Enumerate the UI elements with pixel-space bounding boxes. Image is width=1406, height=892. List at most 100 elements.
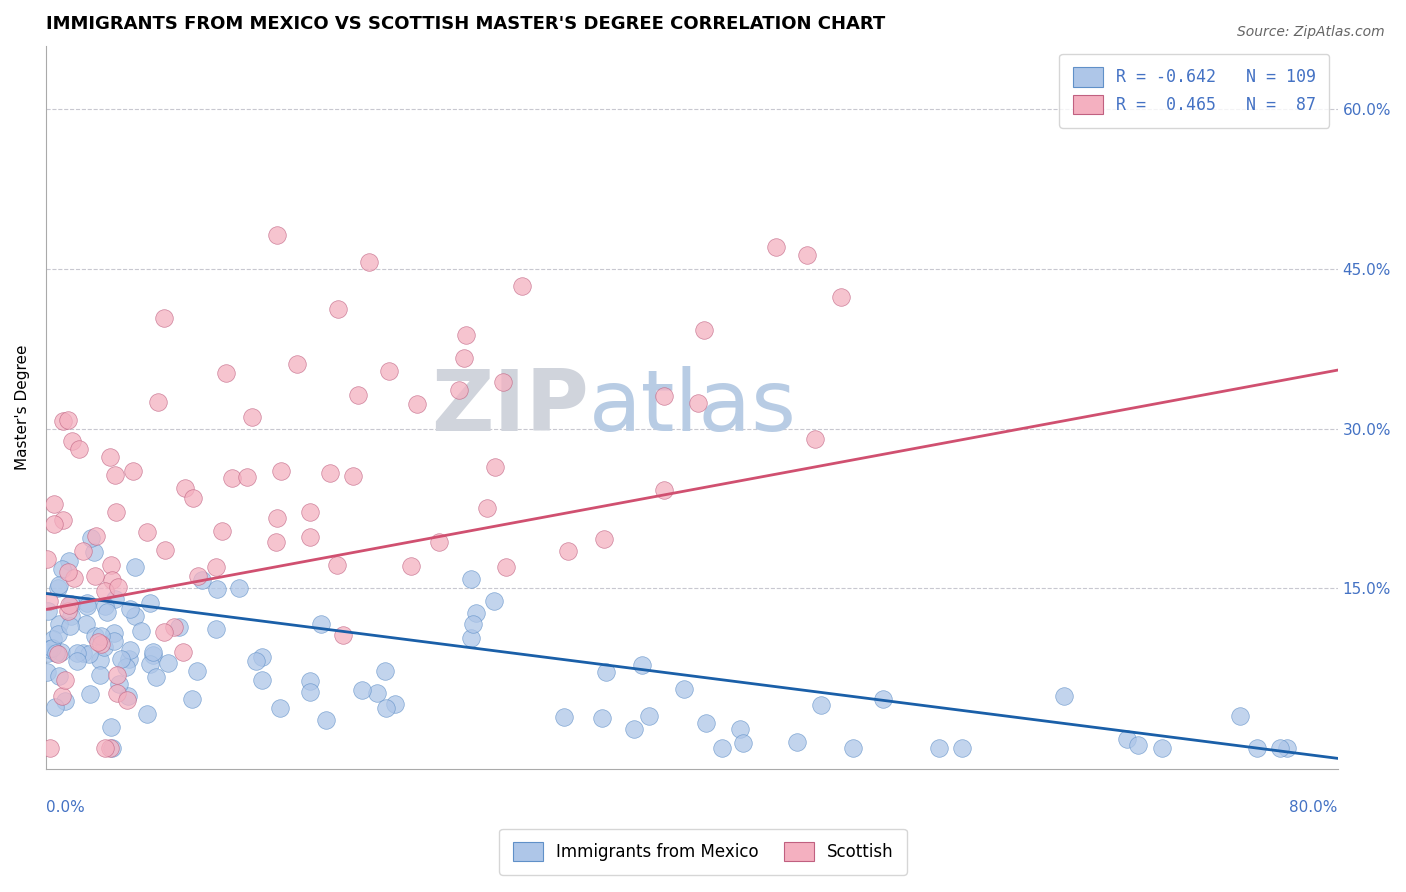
Point [830,290,852,304]
Point [65,647,87,661]
Point [103,633,125,648]
Point [299,684,322,698]
Point [59,619,82,633]
Point [491,375,513,389]
Point [142,648,165,663]
Point [145,670,167,684]
Point [44,699,66,714]
Point [84,569,107,583]
Point [44,516,66,531]
Point [107,580,129,594]
Point [357,255,380,269]
Point [1268,740,1291,755]
Point [93,599,115,614]
Point [136,707,159,722]
Point [100,450,122,464]
Point [120,642,142,657]
Point [153,624,176,639]
Point [105,668,128,682]
Point [135,524,157,539]
Point [94,583,117,598]
Point [211,524,233,539]
Point [101,740,124,755]
Point [51,689,73,703]
Point [207,582,229,596]
Point [156,656,179,670]
Point [124,560,146,574]
Point [810,698,832,712]
Point [89,653,111,667]
Point [58,554,80,568]
Point [41,641,63,656]
Point [80,531,103,545]
Point [765,240,787,254]
Point [51,562,73,576]
Point [46,627,69,641]
Point [167,620,190,634]
Point [406,397,429,411]
Point [631,658,654,673]
Point [76,597,98,611]
Point [38,642,60,657]
Point [332,628,354,642]
Point [315,713,337,727]
Point [693,323,716,337]
Point [110,651,132,665]
Point [352,683,374,698]
Point [56,413,79,427]
Point [453,351,475,365]
Point [153,542,176,557]
Point [100,558,122,572]
Text: Source: ZipAtlas.com: Source: ZipAtlas.com [1237,25,1385,39]
Point [269,700,291,714]
Point [53,673,76,687]
Point [366,686,388,700]
Point [53,694,76,708]
Point [186,664,208,678]
Point [1246,740,1268,755]
Point [100,720,122,734]
Legend: Immigrants from Mexico, Scottish: Immigrants from Mexico, Scottish [499,829,907,875]
Point [44,497,66,511]
Point [66,654,89,668]
Point [104,592,127,607]
Point [311,616,333,631]
Point [484,460,506,475]
Point [52,414,75,428]
Point [796,248,818,262]
Y-axis label: Master's Degree: Master's Degree [15,344,30,470]
Text: atlas: atlas [589,366,796,449]
Point [107,686,129,700]
Point [804,432,827,446]
Point [59,608,82,623]
Point [48,578,70,592]
Point [108,676,131,690]
Point [142,645,165,659]
Point [103,467,125,482]
Point [117,692,139,706]
Point [35,665,58,679]
Point [266,535,288,549]
Point [326,302,349,317]
Point [94,740,117,755]
Point [688,396,710,410]
Point [673,681,696,696]
Point [90,629,112,643]
Point [299,505,322,519]
Point [375,700,398,714]
Point [153,311,176,326]
Point [104,505,127,519]
Point [120,602,142,616]
Point [215,366,238,380]
Point [172,645,194,659]
Point [637,708,659,723]
Point [56,604,79,618]
Point [48,616,70,631]
Point [79,687,101,701]
Point [67,442,90,456]
Point [103,625,125,640]
Point [384,698,406,712]
Point [495,560,517,574]
Point [449,383,471,397]
Point [37,604,59,618]
